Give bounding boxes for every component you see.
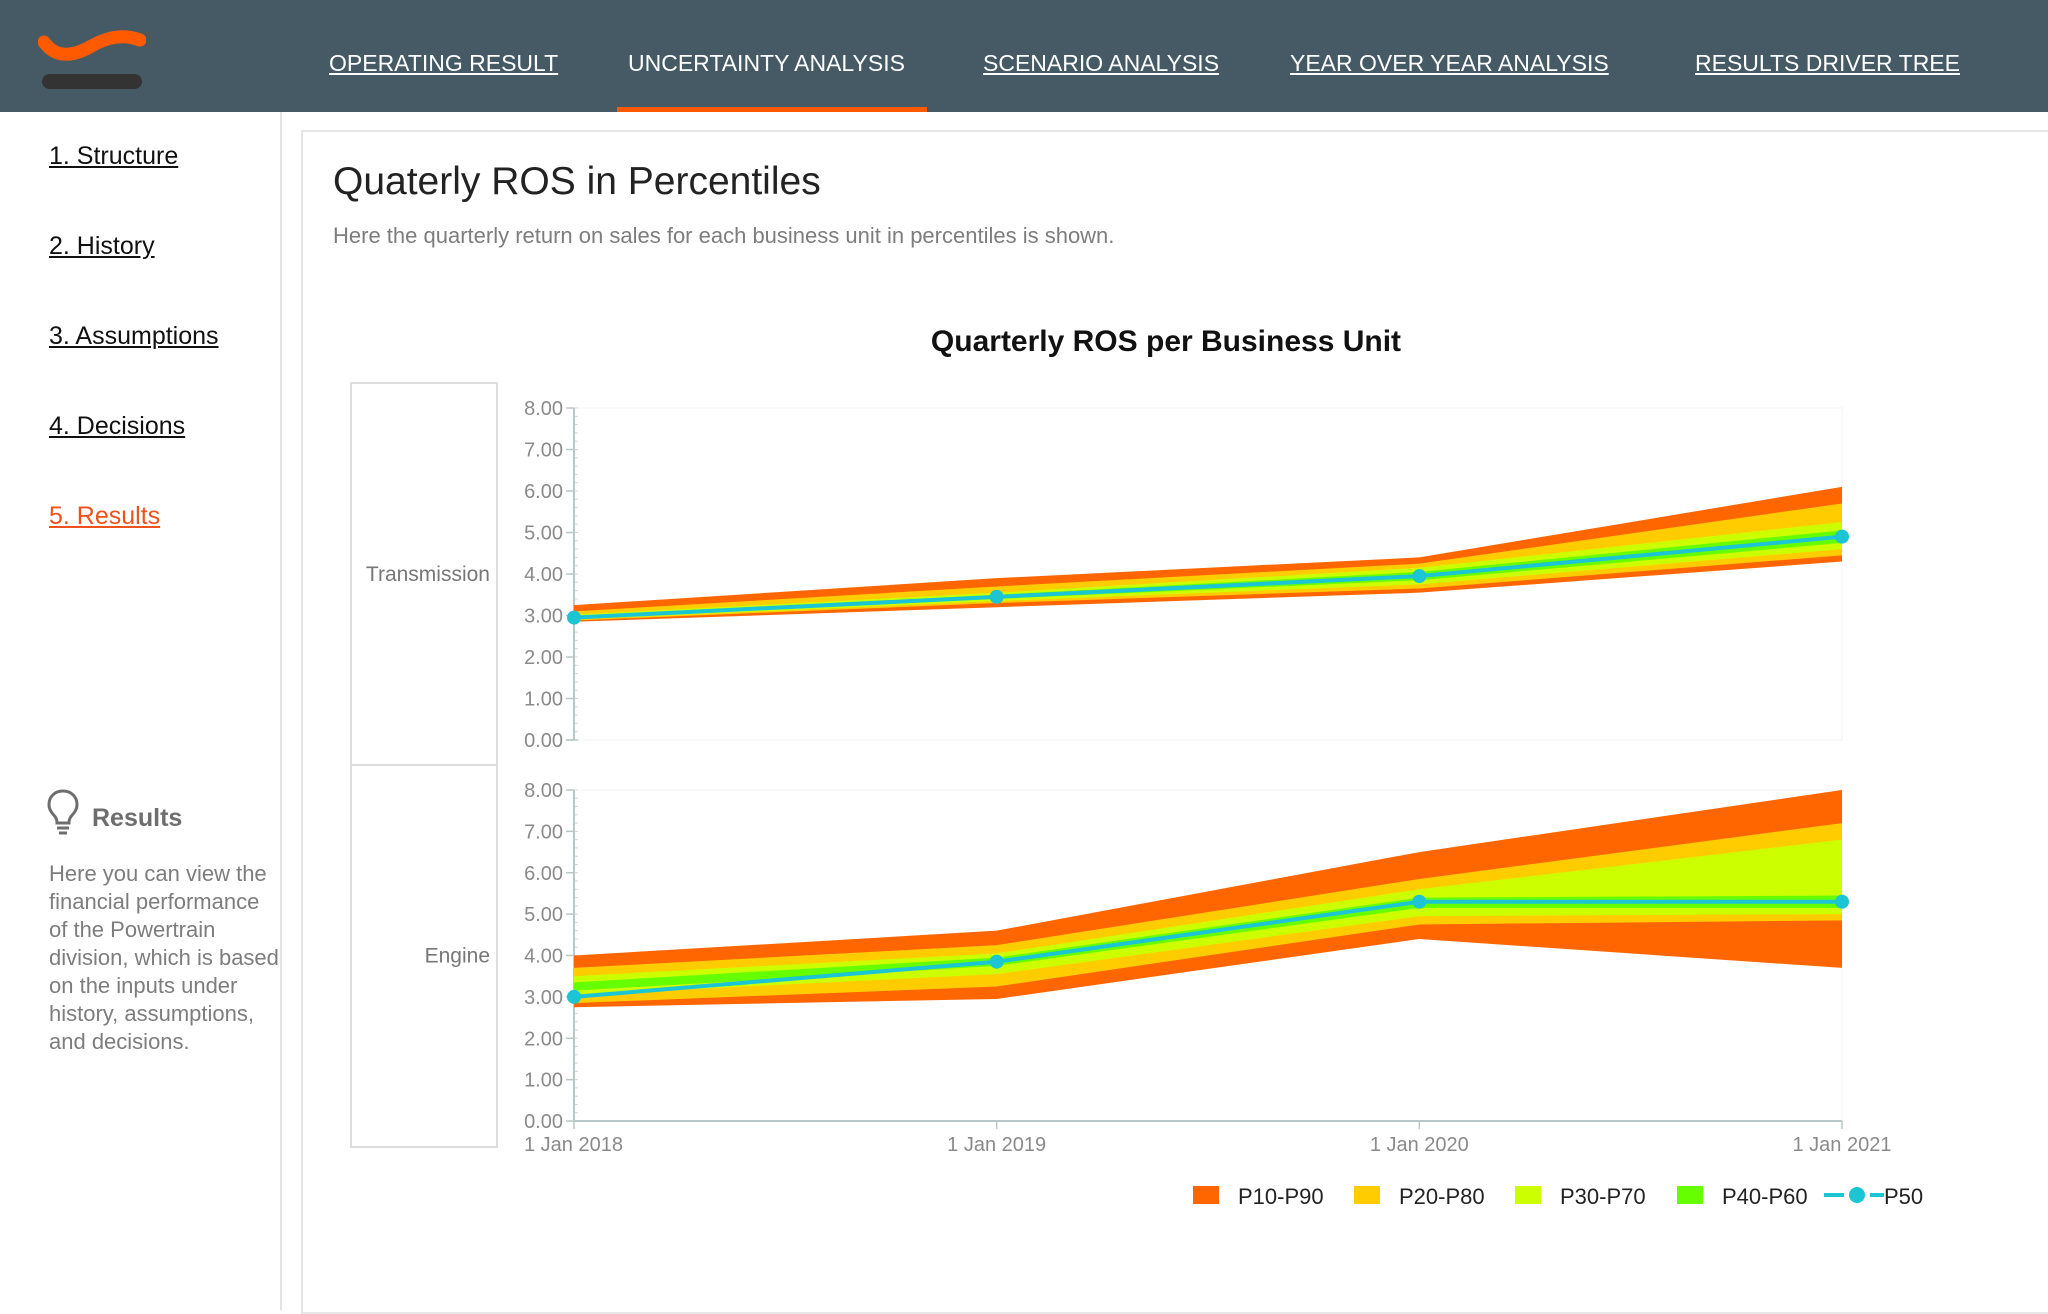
nav-tab-results-driver-tree[interactable]: RESULTS DRIVER TREE — [1695, 50, 1960, 76]
p50-line-engine — [573, 899, 1842, 999]
legend-label-p20-p80[interactable]: P20-P80 — [1399, 1184, 1485, 1209]
ros-percentile-chart: Quarterly ROS per Business Unit Transmiss… — [350, 325, 1923, 1209]
sidebar-item-structure[interactable]: 1. Structure — [49, 142, 179, 170]
y-tick-label: 5.00 — [524, 523, 563, 545]
page-title: Quaterly ROS in Percentiles — [333, 160, 821, 203]
panel-label-engine: Engine — [425, 945, 490, 968]
y-tick-label: 5.00 — [524, 904, 563, 926]
p50-point[interactable] — [1835, 894, 1849, 909]
p50-point[interactable] — [989, 954, 1004, 969]
nav-tab-year-over-year-analysis[interactable]: YEAR OVER YEAR ANALYSIS — [1290, 50, 1609, 76]
p50-point[interactable] — [567, 610, 581, 625]
p50-line-transmission — [573, 534, 1843, 620]
p50-point[interactable] — [567, 989, 581, 1004]
y-tick-label: 4.00 — [524, 564, 563, 586]
x-tick-label: 1 Jan 2019 — [947, 1134, 1046, 1156]
main-content-panel — [301, 130, 2048, 1314]
panel-label-transmission: Transmission — [366, 563, 490, 586]
chart-title: Quarterly ROS per Business Unit — [931, 325, 1401, 358]
p50-point[interactable] — [989, 589, 1004, 604]
band-p20-p80-engine — [574, 823, 1842, 1004]
page-subtitle: Here the quarterly return on sales for e… — [333, 223, 1115, 248]
legend-swatch-p10-p90[interactable] — [1193, 1186, 1219, 1204]
y-tick-label: 0.00 — [524, 1111, 563, 1133]
p50-point[interactable] — [1412, 569, 1427, 584]
brand-logo[interactable] — [38, 26, 146, 92]
y-tick-label: 6.00 — [524, 863, 563, 885]
help-text: Here you can view the financial performa… — [49, 861, 279, 1054]
legend-label-p10-p90[interactable]: P10-P90 — [1238, 1184, 1324, 1209]
nav-tab-operating-result[interactable]: OPERATING RESULT — [329, 50, 559, 76]
nav-tab-uncertainty-analysis[interactable]: UNCERTAINTY ANALYSIS — [628, 50, 905, 76]
active-tab-indicator — [617, 107, 927, 112]
y-tick-label: 3.00 — [524, 987, 563, 1009]
legend-label-p50[interactable]: P50 — [1884, 1184, 1923, 1209]
sidebar-item-decisions[interactable]: 4. Decisions — [49, 412, 186, 440]
x-tick-label: 1 Jan 2018 — [524, 1134, 623, 1156]
nav-tab-scenario-analysis[interactable]: SCENARIO ANALYSIS — [983, 50, 1220, 76]
p50-point[interactable] — [1835, 529, 1849, 544]
legend-marker-p50[interactable] — [1849, 1187, 1865, 1203]
sidebar-item-results[interactable]: 5. Results — [49, 502, 161, 530]
y-tick-label: 6.00 — [524, 481, 563, 503]
y-tick-label: 2.00 — [524, 1028, 563, 1050]
help-title: Results — [92, 804, 183, 832]
legend-swatch-p20-p80[interactable] — [1354, 1186, 1380, 1204]
band-p10-p90-transmission — [574, 486, 1842, 622]
y-tick-label: 0.00 — [524, 730, 563, 752]
p50-point[interactable] — [1412, 894, 1427, 909]
sidebar-item-history[interactable]: 2. History — [49, 232, 155, 260]
sidebar: 1. Structure 2. History 3. Assumptions 4… — [0, 112, 282, 1310]
legend-swatch-p40-p60[interactable] — [1677, 1186, 1703, 1204]
band-p40-p60-engine — [574, 895, 1842, 991]
y-tick-label: 7.00 — [524, 440, 563, 462]
y-tick-label: 3.00 — [524, 606, 563, 628]
y-tick-label: 4.00 — [524, 946, 563, 968]
y-tick-label: 1.00 — [524, 689, 563, 711]
lightbulb-icon — [47, 789, 79, 835]
top-navigation-bar: OPERATING RESULT UNCERTAINTY ANALYSIS SC… — [0, 0, 2048, 112]
y-tick-label: 7.00 — [524, 821, 563, 843]
legend-swatch-p30-p70[interactable] — [1515, 1186, 1541, 1204]
y-tick-label: 8.00 — [524, 398, 563, 420]
y-tick-label: 8.00 — [524, 780, 563, 802]
legend-label-p30-p70[interactable]: P30-P70 — [1560, 1184, 1646, 1209]
y-tick-label: 2.00 — [524, 647, 563, 669]
sidebar-item-assumptions[interactable]: 3. Assumptions — [49, 322, 219, 350]
legend-label-p40-p60[interactable]: P40-P60 — [1722, 1184, 1808, 1209]
x-tick-label: 1 Jan 2021 — [1793, 1134, 1892, 1156]
band-p30-p70-engine — [574, 839, 1842, 995]
y-tick-label: 1.00 — [524, 1070, 563, 1092]
x-tick-label: 1 Jan 2020 — [1370, 1134, 1469, 1156]
